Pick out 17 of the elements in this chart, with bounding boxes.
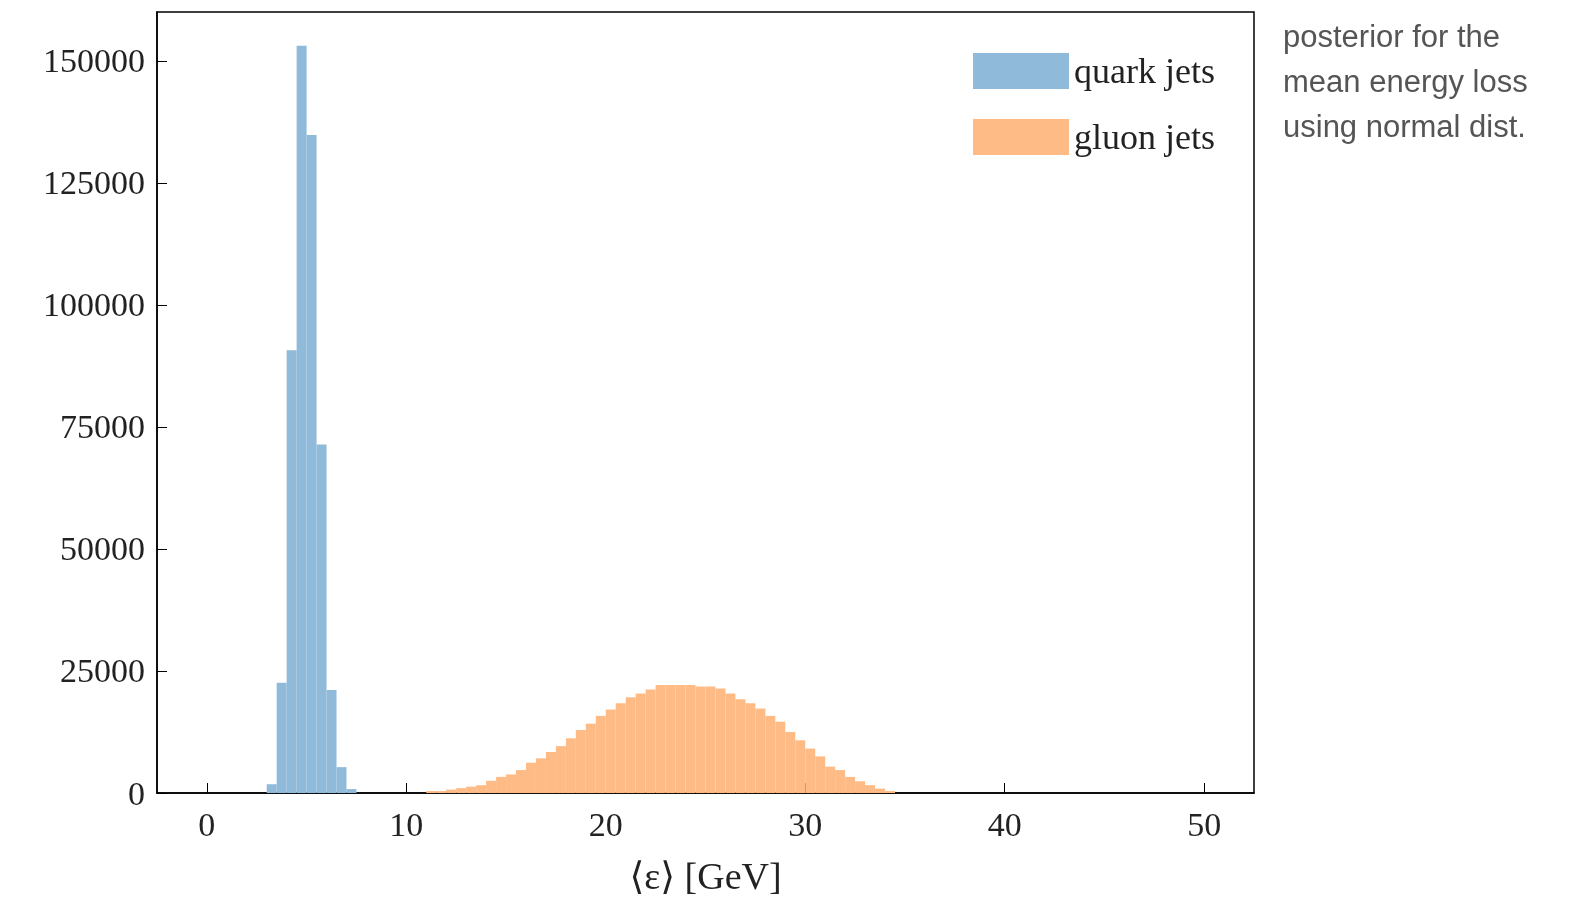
y-tick-label: 125000 [43,164,145,202]
x-tick-label: 0 [198,805,216,843]
text: posterior for the mean energy loss using normal dist. [1283,19,1537,144]
x-tick-label: 10 [389,805,424,843]
x-axis-title: ⟨ε⟩ [GeV] [629,855,782,897]
x-tick-label: 50 [1187,805,1222,843]
x-tick-label: 30 [788,805,823,843]
y-tick-label: 0 [128,774,145,812]
y-tick-label: 50000 [60,530,145,568]
legend-label: gluon jets [1074,117,1216,157]
y-tick-label: 100000 [43,286,145,324]
y-tick-label: 150000 [43,42,145,80]
y-tick-label: 75000 [60,408,145,446]
y-tick-label: 25000 [60,652,145,690]
x-tick-label: 40 [987,805,1022,843]
legend-label: quark jets [1074,51,1215,91]
x-tick-label: 20 [588,805,623,843]
